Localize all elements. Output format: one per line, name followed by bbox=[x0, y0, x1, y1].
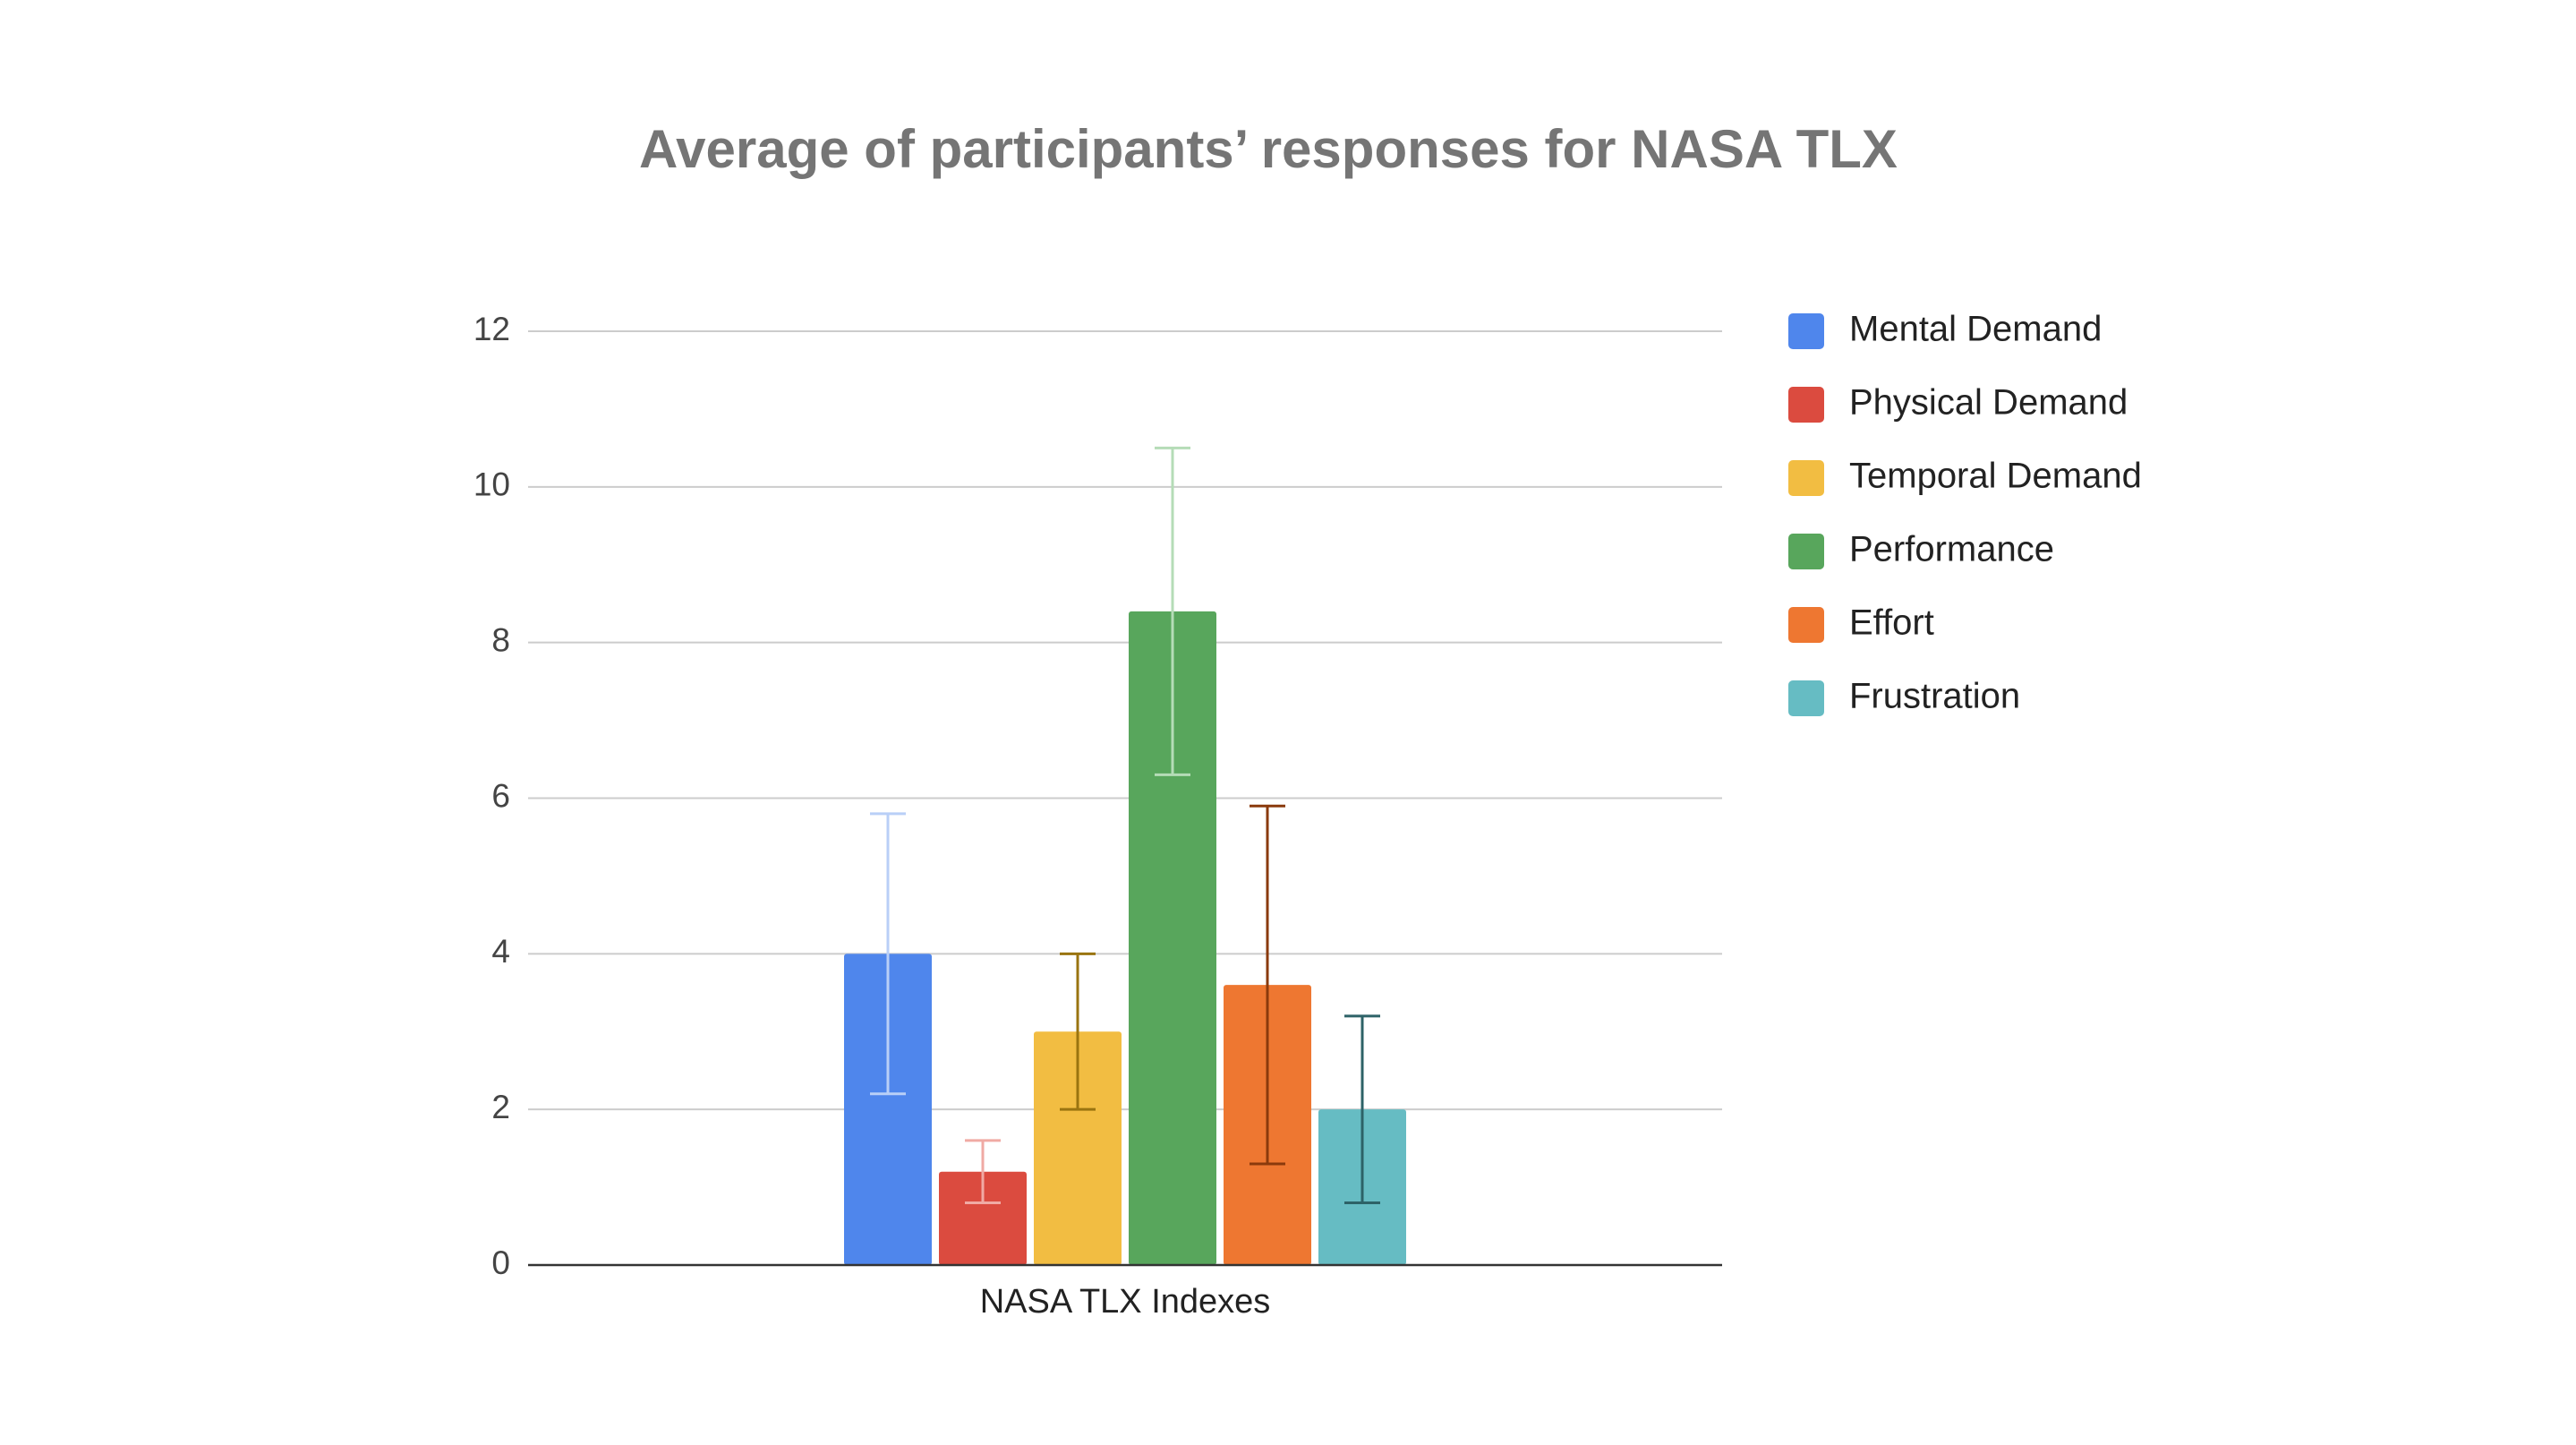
bar bbox=[1129, 611, 1216, 1265]
y-tick-label: 6 bbox=[491, 777, 510, 814]
legend-swatch bbox=[1788, 387, 1824, 423]
legend-label: Effort bbox=[1849, 603, 1934, 643]
bar bbox=[939, 1171, 1027, 1265]
bar bbox=[1034, 1031, 1122, 1265]
legend-label: Temporal Demand bbox=[1849, 457, 2142, 496]
legend-swatch bbox=[1788, 534, 1824, 569]
legend-label: Physical Demand bbox=[1849, 383, 2128, 423]
legend-swatch bbox=[1788, 607, 1824, 643]
legend-swatch bbox=[1788, 460, 1824, 496]
legend-swatch bbox=[1788, 313, 1824, 349]
x-tick-label: NASA TLX Indexes bbox=[980, 1283, 1271, 1321]
bar bbox=[844, 953, 932, 1265]
y-tick-label: 0 bbox=[491, 1244, 510, 1281]
y-tick-label: 8 bbox=[491, 621, 510, 658]
y-tick-label: 10 bbox=[473, 466, 510, 503]
legend-label: Mental Demand bbox=[1849, 310, 2102, 349]
chart-title: Average of participants’ responses for N… bbox=[639, 119, 1898, 179]
y-tick-label: 12 bbox=[473, 311, 510, 347]
y-tick-label: 2 bbox=[491, 1089, 510, 1125]
legend-label: Frustration bbox=[1849, 677, 2020, 716]
legend-swatch bbox=[1788, 680, 1824, 716]
y-tick-label: 4 bbox=[491, 933, 510, 970]
legend-label: Performance bbox=[1849, 530, 2054, 569]
